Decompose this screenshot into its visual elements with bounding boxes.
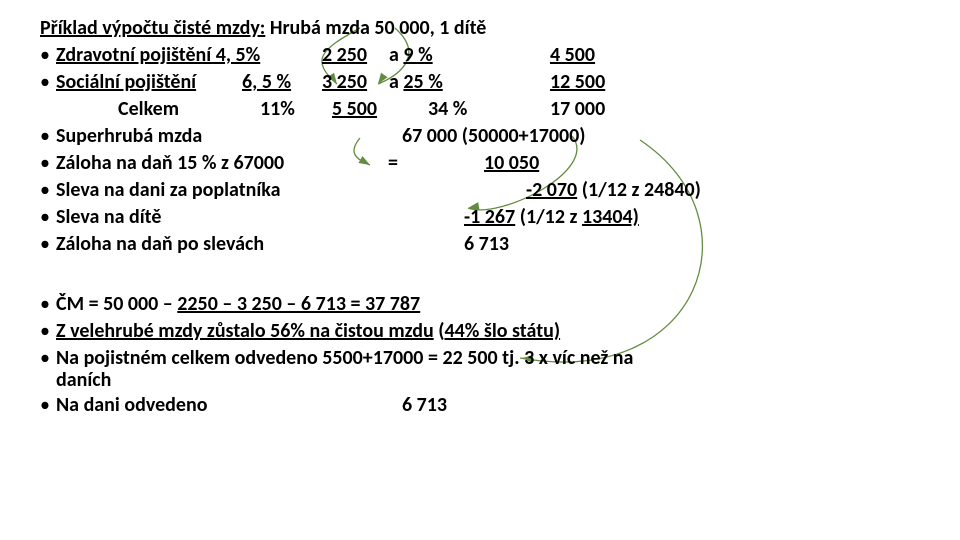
row-social-label: Sociální pojištění — [56, 72, 196, 92]
row-tax-advance-eq: = — [388, 153, 398, 173]
row-total-pct: 11% — [260, 99, 295, 119]
title: Příklad výpočtu čisté mzdy: Hrubá mzda 5… — [40, 18, 486, 38]
bullet-marker: • — [40, 321, 50, 341]
bullet-marker: • — [40, 126, 50, 146]
row-supergross-val: 67 000 (50000+17000) — [402, 126, 586, 146]
row-cm: ČM = 50 000 – 2250 – 3 250 – 6 713 = 37 … — [56, 294, 420, 314]
row-discount-payer-label: Sleva na dani za poplatníka — [56, 180, 281, 200]
row-pct-net: Z velehrubé mzdy zůstalo 56% na čistou m… — [56, 321, 560, 341]
row-social-v2: 12 500 — [550, 72, 605, 92]
bullet-marker: • — [40, 180, 50, 200]
title-underline: Příklad výpočtu čisté mzdy: — [40, 16, 265, 40]
row-social-v1: 3 250 — [322, 72, 367, 92]
bullet-marker: • — [40, 207, 50, 227]
row-discount-child-label: Sleva na dítě — [56, 207, 161, 227]
bullet-marker: • — [40, 234, 50, 254]
row-total-v1: 5 500 — [332, 99, 377, 119]
row-total-pct2: 34 % — [428, 99, 467, 119]
row-tax-paid-label: Na dani odvedeno — [56, 395, 207, 415]
bullet-marker: • — [40, 395, 50, 415]
row-tax-advance-label: Záloha na daň 15 % z 67000 — [56, 153, 284, 173]
row-insurance-total-1: Na pojistném celkem odvedeno 5500+17000 … — [56, 348, 633, 368]
row-tax-paid-val: 6 713 — [402, 395, 447, 415]
row-health-a: a 9 % — [389, 45, 433, 65]
row-social-a: a 25 % — [389, 72, 443, 92]
row-tax-after-val: 6 713 — [464, 234, 509, 254]
row-health-v1: 2 250 — [322, 45, 367, 65]
row-tax-after-label: Záloha na daň po slevách — [56, 234, 264, 254]
row-total-v2: 17 000 — [550, 99, 605, 119]
row-social-pct: 6, 5 % — [242, 72, 291, 92]
title-rest: Hrubá mzda 50 000, 1 dítě — [265, 16, 486, 40]
row-discount-payer-val: -2 070 (1/12 z 24840) — [526, 180, 701, 200]
bullet-marker: • — [40, 45, 50, 65]
row-discount-child-val: -1 267 (1/12 z 13404) — [464, 207, 639, 227]
row-supergross-label: Superhrubá mzda — [56, 126, 202, 146]
row-health-label: Zdravotní pojištění 4, 5% — [56, 45, 260, 65]
row-tax-advance-val: 10 050 — [484, 153, 539, 173]
slide: { "colors": { "text": "#000000", "arrow"… — [0, 0, 960, 540]
bullet-marker: • — [40, 153, 50, 173]
row-total-label: Celkem — [118, 99, 179, 119]
bullet-marker: • — [40, 72, 50, 92]
row-insurance-total-2: daních — [56, 370, 111, 390]
bullet-marker: • — [40, 294, 50, 314]
bullet-marker: • — [40, 348, 50, 368]
row-health-v2: 4 500 — [550, 45, 595, 65]
